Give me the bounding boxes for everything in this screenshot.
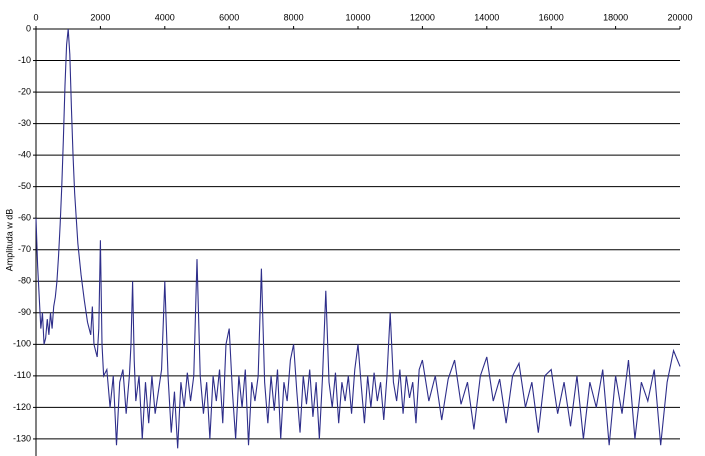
x-tick-label: 14000 (474, 12, 499, 22)
x-tick-label: 2000 (90, 12, 110, 22)
y-axis-label: Amplituda w dB (4, 209, 14, 272)
y-tick-label: -10 (18, 55, 31, 65)
spectrum-line (35, 28, 681, 449)
y-tick-label: -80 (18, 276, 31, 286)
x-tick-label: 10000 (345, 12, 370, 22)
y-tick-label: -50 (18, 181, 31, 191)
y-tick-label: -60 (18, 213, 31, 223)
x-tick-label: 6000 (219, 12, 239, 22)
x-tick-label: 18000 (603, 12, 628, 22)
y-tick-label: -20 (18, 86, 31, 96)
y-tick-label: -120 (13, 402, 31, 412)
x-tick-label: 12000 (410, 12, 435, 22)
y-tick-label: -30 (18, 118, 31, 128)
y-tick-label: -130 (13, 433, 31, 443)
y-tick-label: -70 (18, 244, 31, 254)
y-tick-label: -90 (18, 307, 31, 317)
y-tick-label: -100 (13, 339, 31, 349)
x-tick-label: 20000 (667, 12, 692, 22)
x-tick-label: 0 (33, 12, 38, 22)
x-tick-label: 8000 (284, 12, 304, 22)
y-tick-label: 0 (26, 23, 31, 33)
y-tick-label: -110 (14, 370, 31, 380)
x-tick-label: 4000 (155, 12, 175, 22)
y-tick-label: -40 (18, 150, 31, 160)
x-tick-label: 16000 (539, 12, 564, 22)
